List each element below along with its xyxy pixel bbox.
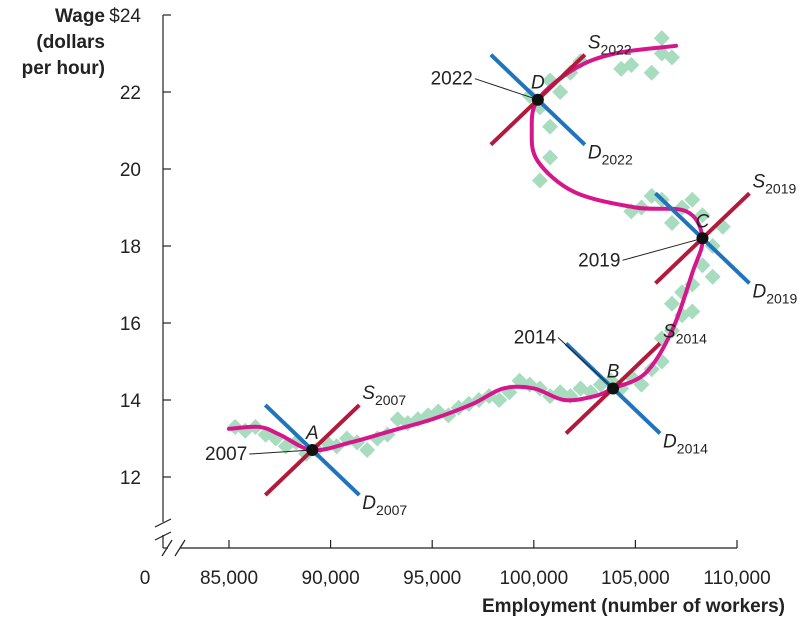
y-tick-label: 14 — [120, 391, 142, 412]
axis-break — [154, 531, 172, 541]
x-tick-label: 85,000 — [200, 568, 258, 589]
scatter-point — [542, 118, 559, 135]
demand-year: 2014 — [677, 440, 708, 456]
supply-year: 2014 — [676, 330, 707, 346]
point-label: C — [696, 211, 710, 232]
x-tick-label: 100,000 — [499, 568, 568, 589]
y-axis-label: per hour) — [22, 58, 105, 79]
demand-year: 2022 — [602, 152, 633, 168]
demand-symbol: D — [663, 431, 677, 452]
supply-symbol: S — [362, 383, 375, 404]
leader-line — [622, 237, 703, 261]
scatter-point — [623, 57, 640, 74]
year-label: 2014 — [514, 327, 557, 348]
leader-line — [474, 78, 539, 101]
x-tick-label: 110,000 — [703, 568, 770, 589]
y-axis-label: (dollars — [36, 32, 105, 53]
y-axis-label: Wage — [55, 6, 105, 27]
demand-label: D2022 — [588, 143, 633, 168]
supply-label: S2019 — [752, 171, 796, 196]
axes — [154, 15, 737, 557]
y-tick-label: $24 — [109, 6, 141, 27]
y-tick-label: 20 — [120, 160, 141, 181]
leader-line — [249, 449, 313, 455]
y-tick-label: 18 — [120, 237, 141, 258]
scatter-point — [663, 295, 680, 312]
scatter-point — [552, 84, 569, 100]
demand-label: D2019 — [752, 281, 797, 306]
trend-curve — [227, 43, 705, 453]
point-label: D — [531, 73, 545, 94]
demand-year: 2007 — [376, 502, 407, 518]
supply-symbol: S — [588, 33, 601, 54]
equilibrium-point — [531, 93, 544, 106]
year-label: 2022 — [431, 69, 473, 90]
scatter-point — [704, 268, 721, 285]
supply-symbol: S — [752, 171, 765, 192]
point-label: A — [305, 423, 319, 444]
supply-label: S2022 — [588, 33, 632, 58]
x-tick-label: 95,000 — [403, 568, 461, 589]
x-tick-label: 90,000 — [302, 568, 360, 589]
scatter-point — [684, 191, 701, 208]
supply-label: S2014 — [663, 321, 707, 346]
axis-break — [161, 539, 173, 557]
scatter-point — [643, 187, 660, 204]
supply-year: 2019 — [765, 180, 796, 196]
equilibrium-point — [607, 382, 620, 395]
equilibrium-point — [306, 444, 319, 457]
supply-year: 2022 — [601, 42, 632, 58]
scatter-point — [663, 214, 680, 231]
axis-break — [174, 539, 186, 557]
demand-year: 2019 — [766, 290, 797, 306]
point-label: B — [607, 361, 620, 382]
x-tick-label: 105,000 — [601, 568, 670, 589]
scatter-point — [684, 303, 701, 320]
scatter-point — [653, 30, 670, 47]
demand-label: D2007 — [362, 493, 407, 518]
demand-symbol: D — [588, 143, 602, 164]
y-tick-label: 16 — [120, 314, 141, 335]
scatter-point — [643, 64, 660, 81]
equilibrium-point — [696, 232, 709, 245]
supply-label: S2007 — [362, 383, 406, 408]
leader-line — [557, 337, 614, 389]
year-label: 2007 — [205, 444, 247, 465]
scatter-point — [694, 207, 711, 224]
supply-symbol: S — [663, 321, 676, 342]
scatter-point — [531, 172, 548, 189]
demand-symbol: D — [362, 493, 376, 514]
y-tick-label: 22 — [120, 83, 141, 104]
year-label: 2019 — [578, 250, 620, 271]
demand-label: D2014 — [663, 431, 708, 456]
x-axis-label: Employment (number of workers) — [482, 596, 785, 617]
origin-label: 0 — [140, 568, 151, 589]
scatter-point — [491, 392, 508, 408]
scatter-point — [359, 442, 376, 459]
supply-year: 2007 — [375, 392, 406, 408]
y-tick-label: 12 — [120, 468, 141, 489]
scatter-point — [542, 149, 559, 166]
demand-symbol: D — [752, 281, 766, 302]
axis-break — [154, 518, 172, 528]
